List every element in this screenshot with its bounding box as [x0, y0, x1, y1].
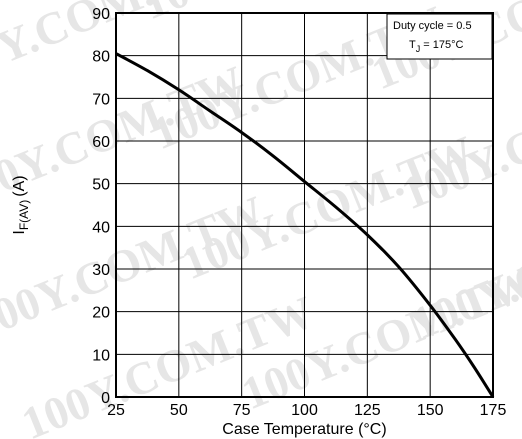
y-axis-label-main: I	[11, 230, 28, 234]
x-tick-label: 100	[291, 402, 318, 419]
plot-frame	[115, 12, 494, 398]
legend-duty-cycle: Duty cycle = 0.5	[393, 20, 472, 32]
y-tick-label: 50	[92, 177, 110, 194]
y-tick-label: 70	[92, 91, 110, 108]
legend-tj-sub: J	[416, 44, 421, 54]
legend-tj-main: T	[409, 39, 416, 51]
x-tick-label: 75	[233, 402, 251, 419]
legend-junction-temp: TJ = 175°C	[409, 39, 464, 54]
y-tick-label: 0	[101, 390, 110, 407]
x-tick-label: 150	[417, 402, 444, 419]
y-axis-ticks: 0 10 20 30 40 50 60 70 80 90	[92, 6, 110, 407]
x-tick-label: 125	[354, 402, 381, 419]
y-tick-label: 30	[92, 262, 110, 279]
x-axis-ticks: 25 50 75 100 125 150 175	[107, 402, 506, 419]
x-axis-label: Case Temperature (°C)	[222, 421, 386, 438]
x-tick-label: 50	[170, 402, 188, 419]
y-axis-label-sub: F(AV)	[17, 200, 31, 230]
y-tick-label: 90	[92, 6, 110, 23]
x-tick-label: 175	[480, 402, 507, 419]
legend-box	[386, 13, 493, 60]
y-tick-label: 20	[92, 305, 110, 322]
legend-tj-rest: = 175°C	[420, 39, 463, 51]
y-axis-label-unit: (A)	[11, 175, 28, 196]
y-tick-label: 10	[92, 347, 110, 364]
series-line	[115, 52, 495, 398]
y-tick-label: 80	[92, 49, 110, 66]
x-tick-label: 25	[107, 402, 125, 419]
legend: Duty cycle = 0.5 TJ = 175°C	[386, 13, 493, 60]
y-axis-label: IF(AV) (A)	[11, 175, 31, 234]
y-tick-label: 40	[92, 219, 110, 236]
y-tick-label: 60	[92, 134, 110, 151]
